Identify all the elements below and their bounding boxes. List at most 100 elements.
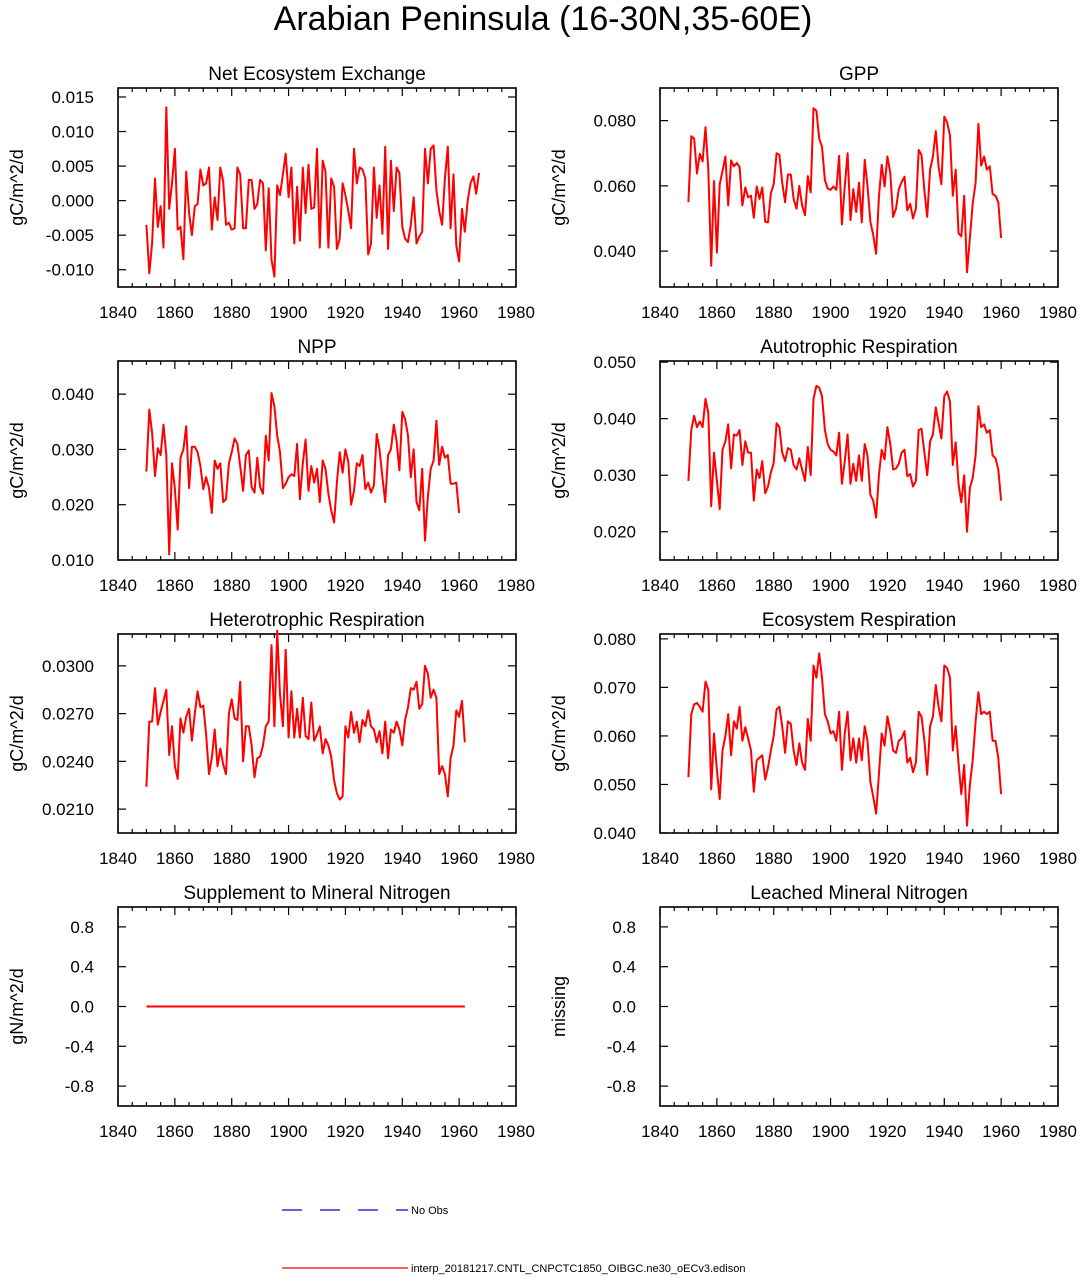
y-tick-label: -0.010: [46, 261, 94, 280]
x-tick-label: 1840: [641, 849, 679, 868]
y-tick-label: 0.0300: [42, 657, 94, 676]
x-tick-label: 1980: [1039, 849, 1077, 868]
legend: No Obs interp_20181217.CNTL_CNPCTC1850_O…: [282, 1205, 745, 1275]
y-tick-label: 0.0270: [42, 705, 94, 724]
legend-model-label: interp_20181217.CNTL_CNPCTC1850_OIBGC.ne…: [411, 1263, 745, 1275]
legend-obs-label: No Obs: [411, 1205, 449, 1217]
plot-frame-leached-mineral-nitrogen: [659, 906, 1059, 1107]
panel-title-gpp: GPP: [839, 64, 879, 85]
y-tick-label: 0.020: [593, 523, 636, 542]
x-tick-label: 1880: [755, 576, 793, 595]
y-axis-label-heterotrophic-respiration: gC/m^2/d: [7, 695, 27, 771]
x-tick-label: 1960: [440, 576, 478, 595]
panel-title-npp: NPP: [297, 337, 336, 358]
x-tick-label: 1880: [755, 1122, 793, 1141]
plot-frame-net-ecosystem-exchange: [117, 87, 517, 288]
y-tick-label: 0.080: [593, 112, 636, 131]
x-tick-label: 1920: [327, 849, 365, 868]
x-tick-label: 1980: [497, 576, 535, 595]
y-tick-label: 0.0210: [42, 800, 94, 819]
x-tick-label: 1920: [869, 303, 907, 322]
y-tick-label: 0.010: [51, 551, 94, 570]
y-tick-label: 0.8: [612, 918, 636, 937]
y-tick-label: 0.040: [593, 410, 636, 429]
x-tick-label: 1920: [327, 303, 365, 322]
x-tick-label: 1840: [641, 303, 679, 322]
x-tick-label: 1860: [698, 849, 736, 868]
plot-frame-ecosystem-respiration: [659, 633, 1059, 834]
y-axis-label-autotrophic-respiration: gC/m^2/d: [549, 422, 569, 498]
x-tick-label: 1840: [641, 1122, 679, 1141]
x-tick-label: 1940: [925, 1122, 963, 1141]
panel-leached-mineral-nitrogen: Leached Mineral Nitrogen 1840 1860 1880 1900…: [549, 883, 1077, 1141]
x-tick-label: 1980: [1039, 303, 1077, 322]
x-tick-label: 1860: [698, 303, 736, 322]
y-tick-label: 0.005: [51, 157, 94, 176]
panel-ecosystem-respiration: Ecosystem Respiration 1840 1860 1880 1900 192…: [549, 610, 1077, 868]
y-tick-label: -0.005: [46, 226, 94, 245]
y-tick-label: 0.0: [70, 998, 94, 1017]
x-tick-label: 1960: [982, 576, 1020, 595]
x-tick-label: 1840: [99, 303, 137, 322]
x-tick-label: 1880: [213, 303, 251, 322]
y-tick-label: 0.050: [593, 353, 636, 372]
y-tick-label: -0.4: [607, 1037, 636, 1056]
x-tick-label: 1980: [497, 849, 535, 868]
y-axis-label-supplement-to-mineral-nitrogen: gN/m^2/d: [7, 968, 27, 1044]
figure-title: Arabian Peninsula (16-30N,35-60E): [274, 0, 813, 38]
x-tick-label: 1880: [755, 849, 793, 868]
panel-title-autotrophic-respiration: Autotrophic Respiration: [760, 337, 958, 358]
y-tick-label: 0.080: [593, 630, 636, 649]
panel-net-ecosystem-exchange: Net Ecosystem Exchange 1840 1860 1880 1900 19…: [7, 64, 535, 322]
y-tick-label: 0.020: [51, 496, 94, 515]
x-tick-label: 1900: [812, 1122, 850, 1141]
x-tick-label: 1940: [925, 576, 963, 595]
panel-title-heterotrophic-respiration: Heterotrophic Respiration: [209, 610, 424, 631]
panel-title-supplement-to-mineral-nitrogen: Supplement to Mineral Nitrogen: [183, 883, 450, 904]
x-tick-label: 1840: [641, 576, 679, 595]
x-tick-label: 1960: [982, 303, 1020, 322]
y-tick-label: 0.040: [593, 824, 636, 843]
x-tick-label: 1900: [812, 576, 850, 595]
x-tick-label: 1940: [383, 1122, 421, 1141]
y-tick-label: 0.015: [51, 88, 94, 107]
y-tick-label: -0.8: [607, 1077, 636, 1096]
panel-heterotrophic-respiration: Heterotrophic Respiration 1840 1860 1880 190…: [7, 610, 535, 868]
y-tick-label: 0.060: [593, 177, 636, 196]
x-tick-label: 1900: [270, 576, 308, 595]
series-line-autotrophic-respiration: [687, 384, 1003, 533]
x-tick-label: 1920: [327, 576, 365, 595]
x-tick-label: 1900: [270, 849, 308, 868]
series-line-npp: [145, 392, 461, 556]
panel-npp: NPP 1840 1860 1880 1900 1920 1940 1960 1980 0.010…: [7, 337, 535, 595]
x-tick-label: 1880: [213, 576, 251, 595]
y-tick-label: 0.040: [51, 385, 94, 404]
x-tick-label: 1980: [497, 1122, 535, 1141]
y-tick-label: 0.030: [51, 440, 94, 459]
panel-autotrophic-respiration: Autotrophic Respiration 1840 1860 1880 1900 1…: [549, 337, 1077, 595]
x-tick-label: 1880: [213, 1122, 251, 1141]
y-axis-label-npp: gC/m^2/d: [7, 422, 27, 498]
x-tick-label: 1860: [698, 576, 736, 595]
y-tick-label: 0.050: [593, 775, 636, 794]
x-tick-label: 1940: [383, 303, 421, 322]
x-tick-label: 1900: [812, 303, 850, 322]
y-axis-label-gpp: gC/m^2/d: [549, 149, 569, 225]
x-tick-label: 1960: [440, 303, 478, 322]
panels-group: Net Ecosystem Exchange 1840 1860 1880 1900 19…: [7, 64, 1077, 1141]
series-line-heterotrophic-respiration: [145, 629, 466, 801]
x-tick-label: 1840: [99, 576, 137, 595]
x-tick-label: 1880: [755, 303, 793, 322]
x-tick-label: 1940: [383, 576, 421, 595]
x-tick-label: 1980: [497, 303, 535, 322]
panel-title-ecosystem-respiration: Ecosystem Respiration: [762, 610, 956, 631]
x-tick-label: 1920: [869, 576, 907, 595]
x-tick-label: 1940: [925, 303, 963, 322]
y-tick-label: -0.8: [65, 1077, 94, 1096]
x-tick-label: 1920: [869, 849, 907, 868]
x-tick-label: 1960: [982, 1122, 1020, 1141]
y-tick-label: 0.4: [70, 958, 94, 977]
x-tick-label: 1920: [869, 1122, 907, 1141]
x-tick-label: 1860: [156, 1122, 194, 1141]
